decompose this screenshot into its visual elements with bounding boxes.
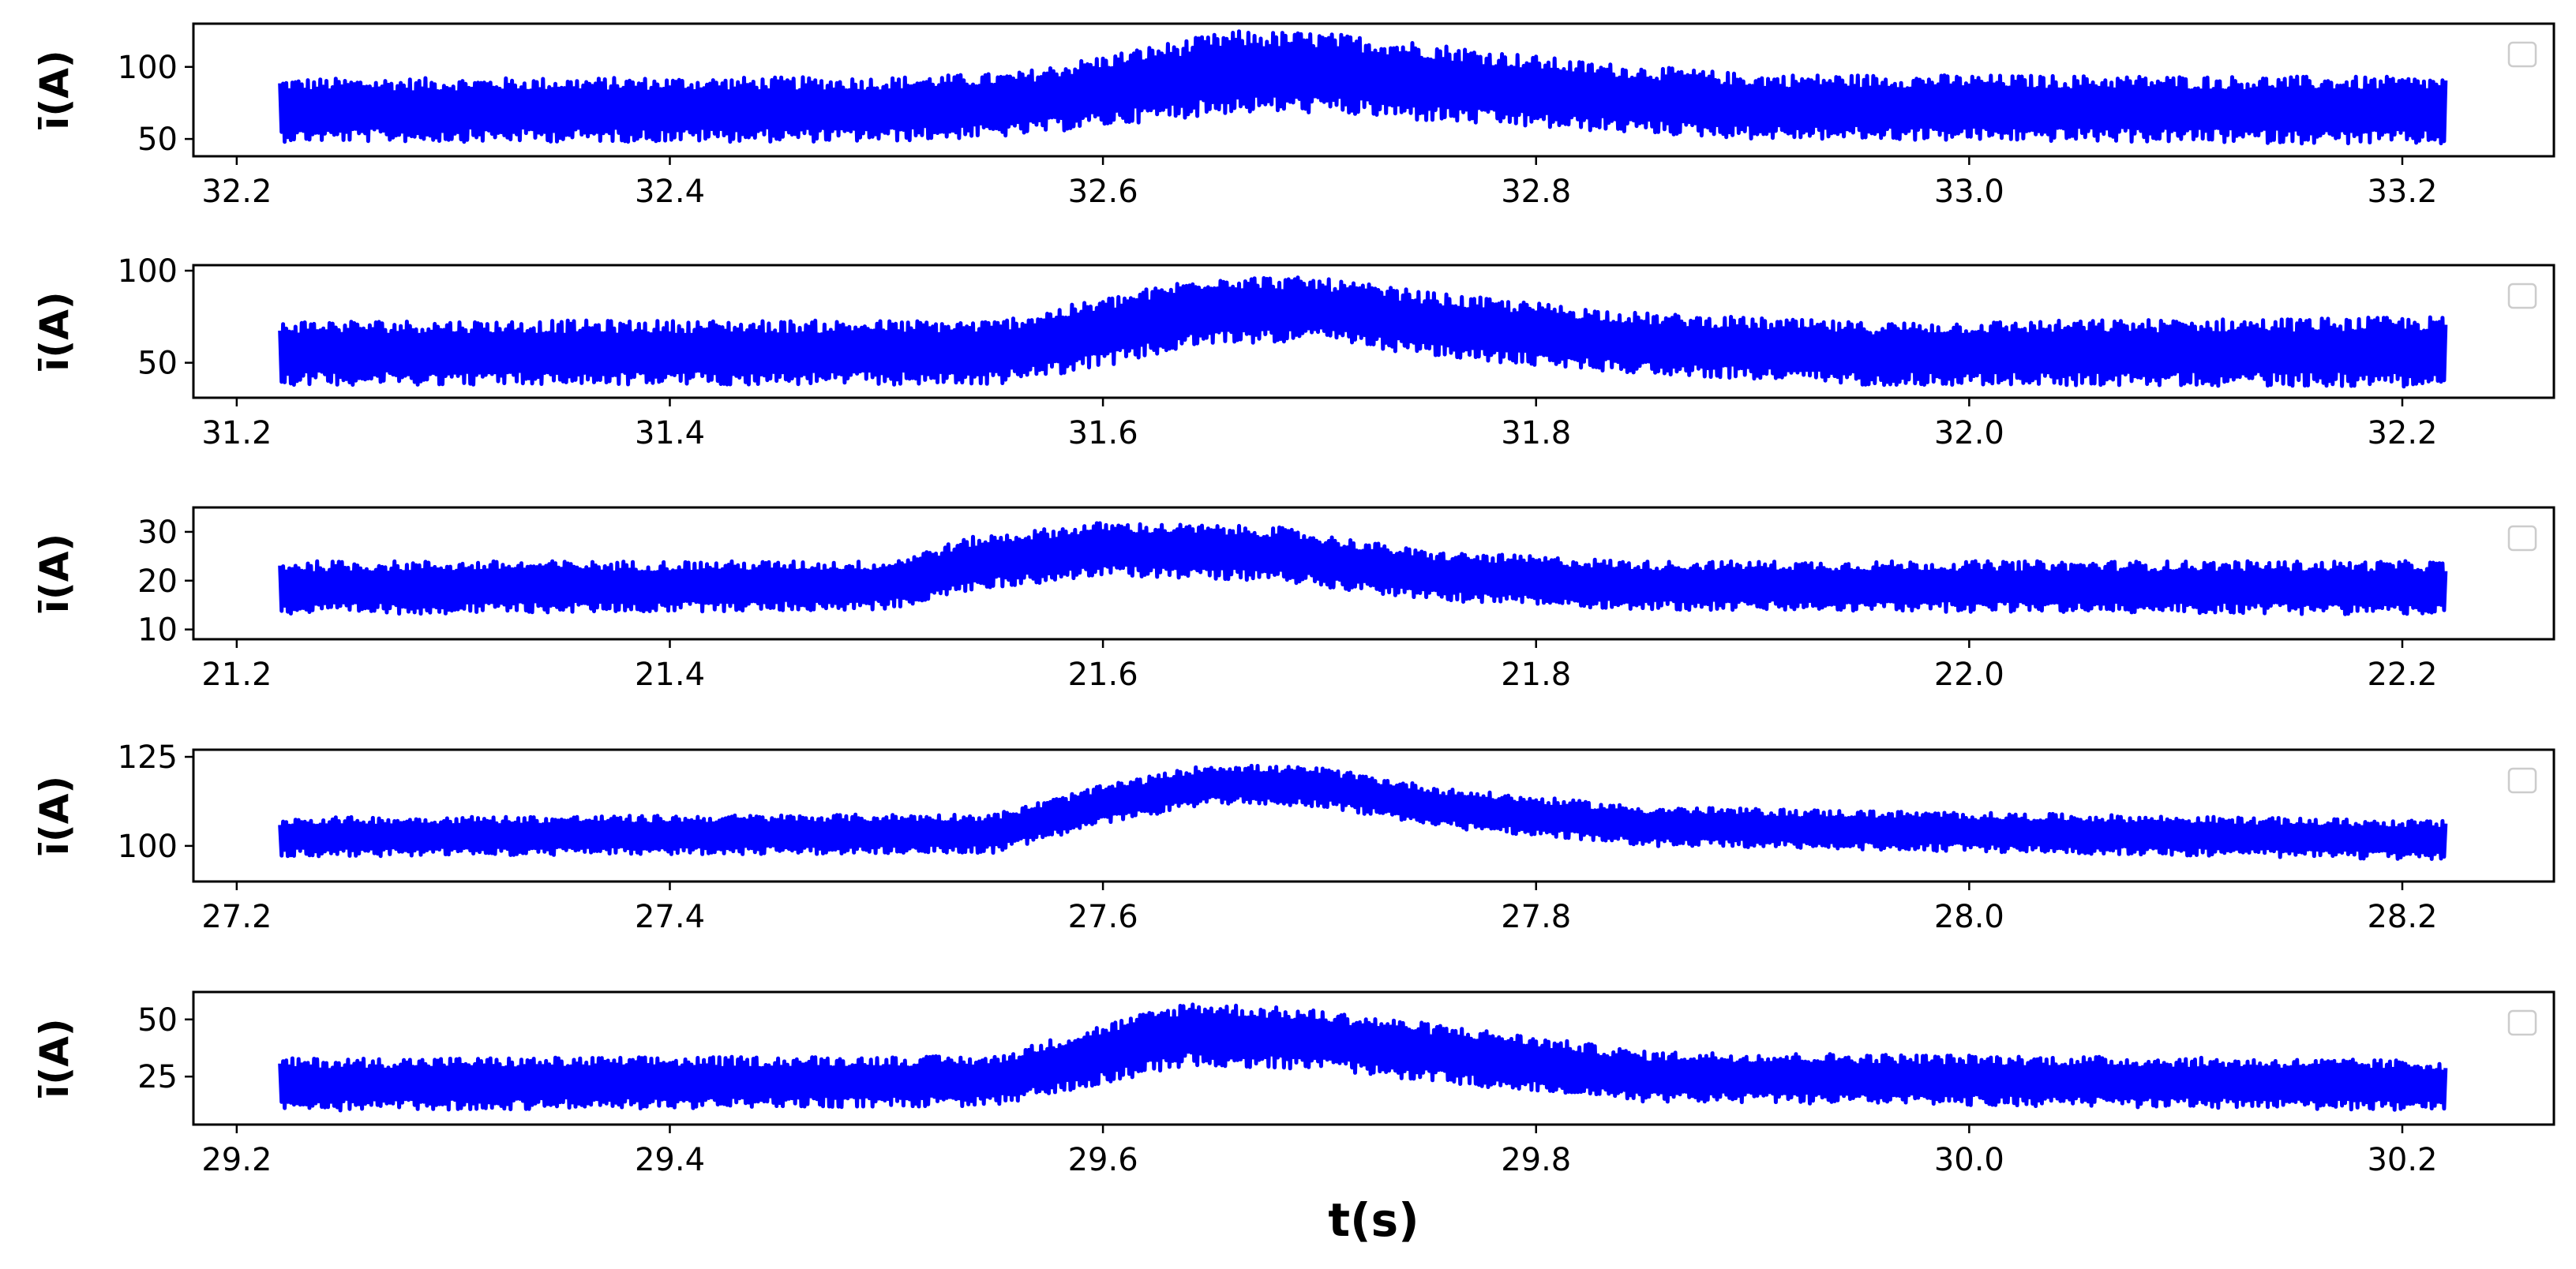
x-tick-label: 31.2 — [201, 415, 272, 451]
legend-box — [2507, 525, 2537, 552]
x-tick-label: 33.0 — [1934, 174, 2004, 210]
y-tick-label: 10 — [137, 612, 178, 649]
y-tick-label: 100 — [118, 50, 178, 86]
x-tick-label: 31.8 — [1501, 415, 1571, 451]
x-tick-label: 29.8 — [1501, 1142, 1571, 1178]
y-axis-label: ī(A) — [32, 50, 77, 130]
x-tick-label: 28.2 — [2367, 899, 2437, 935]
subplot-3: 21.2 21.4 21.6 21.8 22.0 22.2 10 20 30 ī(A) — [32, 506, 2555, 693]
x-tick-label: 21.8 — [1501, 657, 1571, 693]
signal-line — [278, 29, 2448, 146]
legend-box — [2507, 767, 2537, 794]
signal-line — [278, 763, 2448, 861]
x-tick-label: 32.8 — [1501, 174, 1571, 210]
subplot-1: 32.2 32.4 32.6 32.8 33.0 33.2 50 100 ī(A) — [32, 22, 2555, 210]
axes-frame — [192, 22, 2555, 158]
x-tick-label: 32.4 — [635, 174, 705, 210]
x-tick-label: 29.6 — [1068, 1142, 1138, 1178]
axes-frame — [192, 990, 2555, 1126]
x-tick-label: 28.0 — [1934, 899, 2004, 935]
x-tick-label: 27.2 — [201, 899, 272, 935]
axes-frame — [192, 264, 2555, 399]
x-tick-label: 27.6 — [1068, 899, 1138, 935]
x-tick-label: 30.0 — [1934, 1142, 2004, 1178]
x-tick-label: 32.0 — [1934, 415, 2004, 451]
y-tick-label: 100 — [118, 253, 178, 290]
y-tick-label: 20 — [137, 563, 178, 600]
axes-frame — [192, 748, 2555, 883]
subplot-4: 27.2 27.4 27.6 27.8 28.0 28.2 100 125 ī(A) — [32, 739, 2555, 935]
signal-line — [278, 275, 2448, 389]
x-tick-label: 33.2 — [2367, 174, 2437, 210]
x-tick-label: 29.2 — [201, 1142, 272, 1178]
subplot-5: 29.2 29.4 29.6 29.8 30.0 30.2 25 50 ī(A) t(s) — [32, 990, 2555, 1247]
x-tick-label: 21.4 — [635, 657, 705, 693]
legend-box — [2507, 283, 2537, 309]
y-tick-label: 30 — [137, 515, 178, 551]
y-tick-label: 100 — [118, 829, 178, 865]
x-tick-label: 30.2 — [2367, 1142, 2437, 1178]
x-tick-label: 32.2 — [201, 174, 272, 210]
x-tick-label: 29.4 — [635, 1142, 705, 1178]
x-tick-label: 21.6 — [1068, 657, 1138, 693]
y-axis-label: ī(A) — [32, 533, 77, 614]
x-tick-label: 31.4 — [635, 415, 705, 451]
legend-box — [2507, 1009, 2537, 1036]
y-tick-label: 50 — [137, 346, 178, 382]
x-tick-label: 22.2 — [2367, 657, 2437, 693]
y-tick-label: 50 — [137, 1002, 178, 1039]
x-tick-label: 31.6 — [1068, 415, 1138, 451]
signal-line — [278, 521, 2448, 616]
x-tick-label: 27.8 — [1501, 899, 1571, 935]
y-axis-label: ī(A) — [32, 1018, 77, 1099]
x-tick-label: 21.2 — [201, 657, 272, 693]
y-tick-label: 50 — [137, 122, 178, 158]
y-tick-label: 125 — [118, 739, 178, 776]
x-axis-label: t(s) — [1328, 1193, 1419, 1247]
legend-box — [2507, 41, 2537, 68]
x-tick-label: 32.6 — [1068, 174, 1138, 210]
x-tick-label: 22.0 — [1934, 657, 2004, 693]
y-axis-label: ī(A) — [32, 776, 77, 856]
y-tick-label: 25 — [137, 1059, 178, 1095]
subplot-2: 31.2 31.4 31.6 31.8 32.0 32.2 50 100 ī(A) — [32, 253, 2555, 451]
y-axis-label: ī(A) — [32, 291, 77, 372]
x-tick-label: 32.2 — [2367, 415, 2437, 451]
x-tick-label: 27.4 — [635, 899, 705, 935]
axes-frame — [192, 506, 2555, 641]
signal-line — [278, 1002, 2448, 1113]
